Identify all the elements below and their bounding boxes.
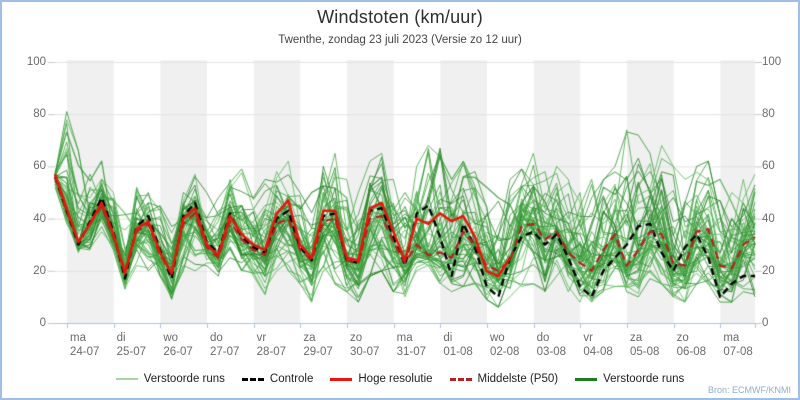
y-axis-label-left: 100 bbox=[26, 56, 46, 68]
x-axis-day-label: zo 30-07 bbox=[350, 332, 380, 358]
legend-item: Verstoorde runs bbox=[115, 373, 225, 385]
x-axis-day-label: wo 02-08 bbox=[490, 332, 520, 358]
source-credit: Bron: ECMWF/KNMI bbox=[707, 385, 791, 395]
y-axis-label-right: 60 bbox=[762, 160, 775, 173]
y-axis-label-left: 0 bbox=[39, 317, 46, 329]
chart-subtitle: Twenthe, zondag 23 juli 2023 (Versie zo … bbox=[278, 34, 522, 46]
legend-item: Hoge resolutie bbox=[330, 373, 433, 385]
y-axis-label-right: 80 bbox=[762, 108, 775, 121]
red-solid-line-icon bbox=[330, 377, 353, 381]
x-axis-day-label: do 27-07 bbox=[210, 332, 240, 358]
x-axis-day-label: ma 31-07 bbox=[396, 332, 427, 358]
legend-label: Hoge resolutie bbox=[358, 373, 433, 385]
legend-item: Middelste (P50) bbox=[449, 373, 559, 385]
y-axis-label-left: 40 bbox=[33, 212, 46, 225]
y-axis-label-right: 0 bbox=[762, 317, 769, 329]
legend-item: Controle bbox=[241, 373, 314, 385]
legend-label: Verstoorde runs bbox=[143, 373, 225, 385]
y-axis-label-left: 80 bbox=[33, 108, 46, 121]
y-axis-label-left: 20 bbox=[33, 264, 46, 277]
y-axis-label-left: 60 bbox=[33, 160, 46, 173]
legend-label: Middelste (P50) bbox=[477, 373, 559, 385]
x-axis-day-label: vr 28-07 bbox=[256, 332, 287, 358]
darkred-dashed-line-icon bbox=[449, 377, 472, 381]
x-axis-day-label: zo 06-08 bbox=[676, 332, 707, 358]
y-axis-label-right: 20 bbox=[762, 264, 775, 277]
x-axis-day-label: za 05-08 bbox=[630, 332, 660, 358]
legend-label: Verstoorde runs bbox=[603, 373, 685, 385]
x-axis-day-label: di 01-08 bbox=[443, 332, 473, 358]
x-axis-day-label: do 03-08 bbox=[536, 332, 567, 358]
legend-label: Controle bbox=[269, 373, 314, 385]
thin-green-line-icon bbox=[115, 378, 138, 380]
x-axis-day-label: za 29-07 bbox=[303, 332, 333, 358]
x-axis-day-label: wo 26-07 bbox=[163, 332, 193, 358]
x-axis-day-label: ma 07-08 bbox=[723, 332, 753, 358]
x-axis-day-label: di 25-07 bbox=[116, 332, 147, 358]
black-dashed-line-icon bbox=[241, 377, 264, 381]
legend: Verstoorde runs Controle Hoge resolutie Mid… bbox=[0, 373, 800, 385]
legend-item: Verstoorde runs bbox=[575, 373, 684, 385]
x-axis-day-label: vr 04-08 bbox=[583, 332, 613, 358]
green-solid-line-icon bbox=[575, 377, 598, 381]
chart-title: Windstoten (km/uur) bbox=[317, 7, 483, 27]
y-axis-label-right: 100 bbox=[762, 56, 782, 68]
x-axis-day-label: ma 24-07 bbox=[70, 332, 100, 358]
y-axis-label-right: 40 bbox=[762, 212, 775, 225]
